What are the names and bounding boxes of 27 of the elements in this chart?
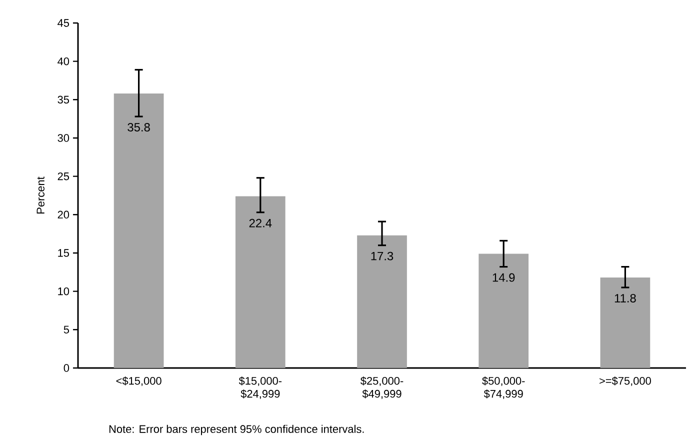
data-label: 22.4 bbox=[249, 218, 272, 228]
x-tick-label: >=$75,000 bbox=[600, 376, 651, 386]
x-tick-label: $15,000- $24,999 bbox=[238, 376, 282, 399]
data-label: 11.8 bbox=[614, 294, 636, 302]
bar bbox=[600, 278, 650, 368]
y-axis-title: Percent bbox=[36, 176, 44, 214]
y-tick-label: 30 bbox=[58, 134, 70, 142]
y-tick-label: 40 bbox=[58, 57, 70, 66]
bar bbox=[114, 94, 164, 368]
x-tick-label: $50,000- $74,999 bbox=[482, 376, 525, 399]
x-tick-label: $25,000- $49,999 bbox=[360, 376, 404, 399]
y-tick-label: 20 bbox=[58, 210, 70, 219]
y-tick-label: 45 bbox=[58, 19, 70, 27]
bar bbox=[357, 235, 407, 368]
y-tick-label: 15 bbox=[58, 249, 70, 257]
y-tick-label: 25 bbox=[58, 172, 70, 180]
data-label: 14.9 bbox=[492, 273, 515, 282]
data-label: 35.8 bbox=[128, 123, 150, 132]
text: Note: Error bars represent 95% confidence intervals. bbox=[109, 424, 364, 436]
y-tick-label: 35 bbox=[58, 96, 70, 104]
y-tick-label: 10 bbox=[58, 287, 70, 296]
bar bbox=[235, 196, 286, 368]
x-tick-label: <$15,000 bbox=[116, 376, 162, 386]
y-tick-label: 0 bbox=[64, 364, 70, 372]
bar bbox=[478, 254, 529, 368]
y-tick-label: 5 bbox=[64, 326, 70, 334]
data-label: 17.3 bbox=[371, 252, 394, 260]
